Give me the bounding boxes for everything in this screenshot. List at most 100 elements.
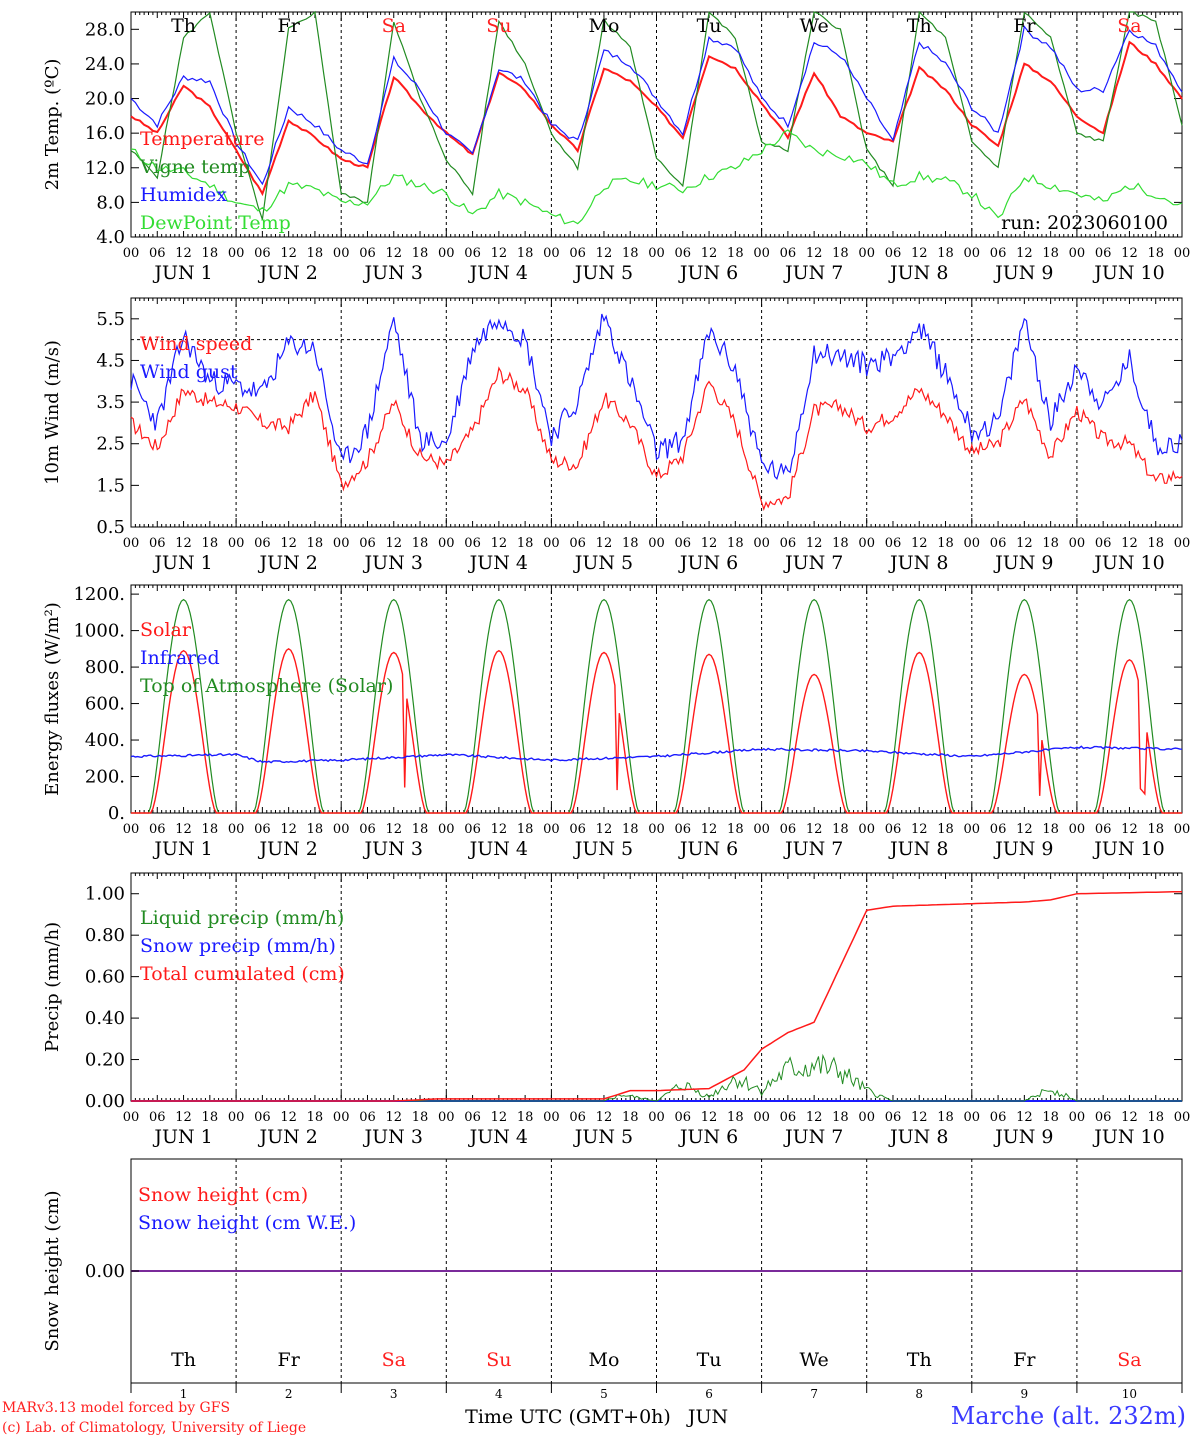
x-hour-label: 06 — [990, 1110, 1007, 1125]
x-hour-label: 06 — [464, 536, 481, 551]
x-hour-label: 18 — [517, 536, 534, 551]
day-name-label: Tu — [697, 15, 722, 37]
x-hour-label: 18 — [202, 1110, 219, 1125]
y-tick-label: 0.00 — [85, 1261, 125, 1282]
x-date-label: JUN 2 — [257, 552, 317, 574]
x-date-label: JUN 6 — [678, 838, 738, 860]
y-tick-label: 20.0 — [85, 89, 125, 110]
x-hour-label: 18 — [727, 1110, 744, 1125]
y-tick-label: 600. — [85, 694, 125, 715]
x-hour-label: 18 — [1147, 822, 1164, 837]
x-hour-label: 18 — [202, 822, 219, 837]
x-date-label: JUN 6 — [678, 552, 738, 574]
x-hour-label: 18 — [622, 822, 639, 837]
x-hour-label: 00 — [333, 246, 350, 261]
x-hour-label: 06 — [569, 822, 586, 837]
day-number-label: 1 — [180, 1387, 188, 1401]
x-hour-label: 06 — [569, 536, 586, 551]
legend-entry: Liquid precip (mm/h) — [140, 907, 344, 929]
x-hour-label: 12 — [701, 822, 718, 837]
x-hour-label: 18 — [1042, 536, 1059, 551]
x-hour-label: 06 — [675, 536, 692, 551]
x-hour-label: 18 — [1042, 1110, 1059, 1125]
x-hour-label: 18 — [1042, 246, 1059, 261]
panel-frame-temp — [130, 11, 1183, 238]
y-tick-label: 4.0 — [96, 227, 125, 248]
x-hour-label: 12 — [806, 1110, 823, 1125]
x-hour-label: 12 — [280, 536, 297, 551]
x-hour-label: 12 — [1016, 246, 1033, 261]
x-hour-label: 18 — [622, 246, 639, 261]
y-tick-label: 0.60 — [85, 967, 125, 988]
legend-entry: Temperature — [140, 128, 264, 150]
legend-entry: Humidex — [140, 184, 227, 206]
y-axis-label: Snow height (cm) — [42, 1190, 63, 1351]
x-hour-label: 12 — [175, 822, 192, 837]
x-hour-label: 00 — [1069, 822, 1086, 837]
day-name-label: Fr — [278, 15, 301, 37]
x-hour-label: 12 — [1016, 536, 1033, 551]
x-date-label: JUN 1 — [152, 1126, 212, 1148]
x-hour-label: 12 — [1121, 822, 1138, 837]
x-hour-label: 06 — [254, 822, 271, 837]
day-name-label: We — [800, 1349, 829, 1371]
x-hour-label: 00 — [228, 246, 245, 261]
x-hour-label: 00 — [1069, 536, 1086, 551]
x-hour-label: 12 — [596, 246, 613, 261]
day-name-label: Sa — [1117, 15, 1141, 37]
x-hour-label: 18 — [307, 246, 324, 261]
x-hour-label: 00 — [1174, 536, 1191, 551]
x-hour-label: 18 — [412, 246, 429, 261]
x-hour-label: 12 — [491, 246, 508, 261]
y-tick-label: 3.5 — [96, 392, 125, 413]
x-hour-label: 00 — [333, 536, 350, 551]
x-hour-label: 18 — [307, 822, 324, 837]
x-hour-label: 00 — [753, 536, 770, 551]
series-line-total-cumulated — [131, 890, 1182, 1102]
x-hour-label: 18 — [307, 536, 324, 551]
day-number-label: 8 — [915, 1387, 923, 1401]
y-tick-label: 0.80 — [85, 925, 125, 946]
x-hour-label: 00 — [123, 1110, 140, 1125]
x-hour-label: 06 — [1095, 1110, 1112, 1125]
x-hour-label: 18 — [937, 246, 954, 261]
x-hour-label: 06 — [359, 822, 376, 837]
series-line-wind-speed — [130, 366, 1183, 512]
x-date-label: JUN 9 — [993, 838, 1053, 860]
x-date-label: JUN 9 — [993, 1126, 1053, 1148]
x-hour-label: 06 — [675, 822, 692, 837]
y-tick-label: 1000. — [73, 621, 125, 642]
x-date-label: JUN 7 — [783, 552, 843, 574]
x-hour-label: 18 — [937, 1110, 954, 1125]
y-tick-label: 1.00 — [85, 884, 125, 905]
x-hour-label: 12 — [280, 822, 297, 837]
x-hour-label: 00 — [1174, 246, 1191, 261]
x-hour-label: 12 — [280, 1110, 297, 1125]
x-hour-label: 18 — [517, 246, 534, 261]
x-date-label: JUN 2 — [257, 838, 317, 860]
series-line-infrared — [130, 745, 1183, 764]
day-name-label: Fr — [1013, 15, 1036, 37]
x-hour-label: 18 — [832, 822, 849, 837]
x-hour-label: 06 — [675, 246, 692, 261]
x-hour-label: 12 — [911, 246, 928, 261]
legend-entry: Snow height (cm W.E.) — [138, 1212, 356, 1234]
x-hour-label: 18 — [412, 1110, 429, 1125]
x-hour-label: 12 — [385, 536, 402, 551]
x-hour-label: 06 — [675, 1110, 692, 1125]
x-hour-label: 06 — [359, 1110, 376, 1125]
day-name-label: Tu — [697, 1349, 722, 1371]
x-hour-label: 00 — [438, 246, 455, 261]
x-hour-label: 00 — [1174, 1110, 1191, 1125]
x-hour-label: 06 — [780, 1110, 797, 1125]
x-hour-label: 18 — [307, 1110, 324, 1125]
x-hour-label: 12 — [280, 246, 297, 261]
x-hour-label: 06 — [990, 246, 1007, 261]
y-tick-label: 400. — [85, 730, 125, 751]
run-label: run: 2023060100 — [1001, 212, 1168, 234]
y-tick-label: 1.5 — [96, 475, 125, 496]
x-hour-label: 12 — [596, 822, 613, 837]
legend-entry: Snow precip (mm/h) — [140, 935, 336, 957]
x-hour-label: 12 — [911, 1110, 928, 1125]
